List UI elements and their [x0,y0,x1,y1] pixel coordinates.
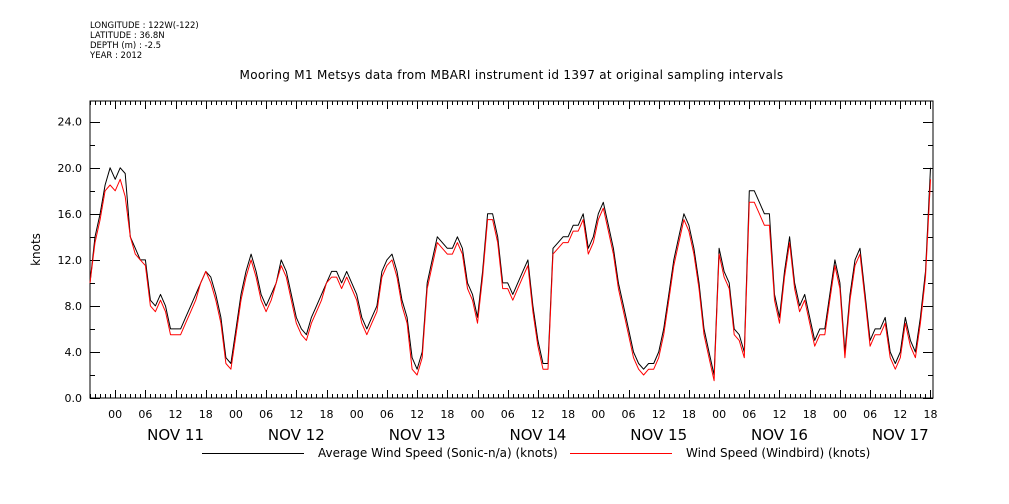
series-line-sonic [89,167,931,376]
x-hour-label: 12 [652,408,666,421]
x-hour-label: 00 [229,408,243,421]
x-hour-label: 00 [833,408,847,421]
x-day-label: NOV 14 [509,426,566,444]
x-day-label: NOV 13 [389,426,446,444]
x-hour-label: 12 [893,408,907,421]
x-hour-label: 00 [591,408,605,421]
y-axis-label: knots [29,233,43,266]
y-tick-label: 20.0 [58,162,83,175]
x-hour-label: 12 [772,408,786,421]
year-label: YEAR : 2012 [90,51,143,61]
x-hour-label: 00 [712,408,726,421]
chart-title: Mooring M1 Metsys data from MBARI instru… [239,68,784,82]
x-hour-label: 18 [561,408,575,421]
legend-item-windbird: Wind Speed (Windbird) (knots) [570,446,870,460]
x-day-label: NOV 16 [751,426,808,444]
x-day-label: NOV 11 [147,426,204,444]
x-hour-label: 12 [531,408,545,421]
legend-swatch-sonic [202,452,304,454]
chart-title-wrap: Mooring M1 Metsys data from MBARI instru… [0,68,1009,82]
x-hour-label: 06 [622,408,636,421]
x-hour-label: 12 [410,408,424,421]
x-hour-label: 06 [742,408,756,421]
y-tick-label: 4.0 [65,346,83,359]
metadata-block: LONGITUDE : 122W(-122) LATITUDE : 36.8N … [90,21,199,61]
x-day-label: NOV 15 [630,426,687,444]
x-day-label: NOV 17 [872,426,929,444]
y-tick-label: 16.0 [58,208,83,221]
x-hour-label: 12 [169,408,183,421]
x-hour-label: 12 [289,408,303,421]
y-tick-label: 8.0 [65,300,83,313]
x-hour-label: 18 [923,408,937,421]
legend-item-sonic: Average Wind Speed (Sonic-n/a) (knots) [202,446,558,460]
longitude-label: LONGITUDE : 122W(-122) [90,21,199,31]
y-tick-label: 12.0 [58,254,83,267]
x-hour-label: 00 [471,408,485,421]
latitude-label: LATITUDE : 36.8N [90,31,165,41]
x-hour-label: 06 [863,408,877,421]
x-hour-label: 06 [138,408,152,421]
x-hour-label: 06 [380,408,394,421]
x-hour-label: 18 [199,408,213,421]
legend-label-windbird: Wind Speed (Windbird) (knots) [686,446,871,460]
depth-label: DEPTH (m) : -2.5 [90,41,162,51]
x-hour-label: 06 [259,408,273,421]
x-hour-label: 18 [440,408,454,421]
series-line-windbird [89,178,931,382]
x-hour-label: 06 [501,408,515,421]
x-day-label: NOV 12 [268,426,325,444]
plot-frame [89,100,934,399]
y-tick-label: 0.0 [65,392,83,405]
legend-label-sonic: Average Wind Speed (Sonic-n/a) (knots) [318,446,558,460]
x-hour-label: 00 [108,408,122,421]
legend-swatch-windbird [570,452,672,454]
x-hour-label: 18 [803,408,817,421]
x-hour-label: 18 [682,408,696,421]
y-tick-label: 24.0 [58,116,83,129]
legend: Average Wind Speed (Sonic-n/a) (knots) W… [0,446,1009,464]
chart-marks: 0.0 4.0 8.0 12.0 16.0 20.0 24.0 00 06 12 18 00 06 12 1… [29,100,937,444]
x-hour-label: 18 [320,408,334,421]
x-hour-label: 00 [350,408,364,421]
